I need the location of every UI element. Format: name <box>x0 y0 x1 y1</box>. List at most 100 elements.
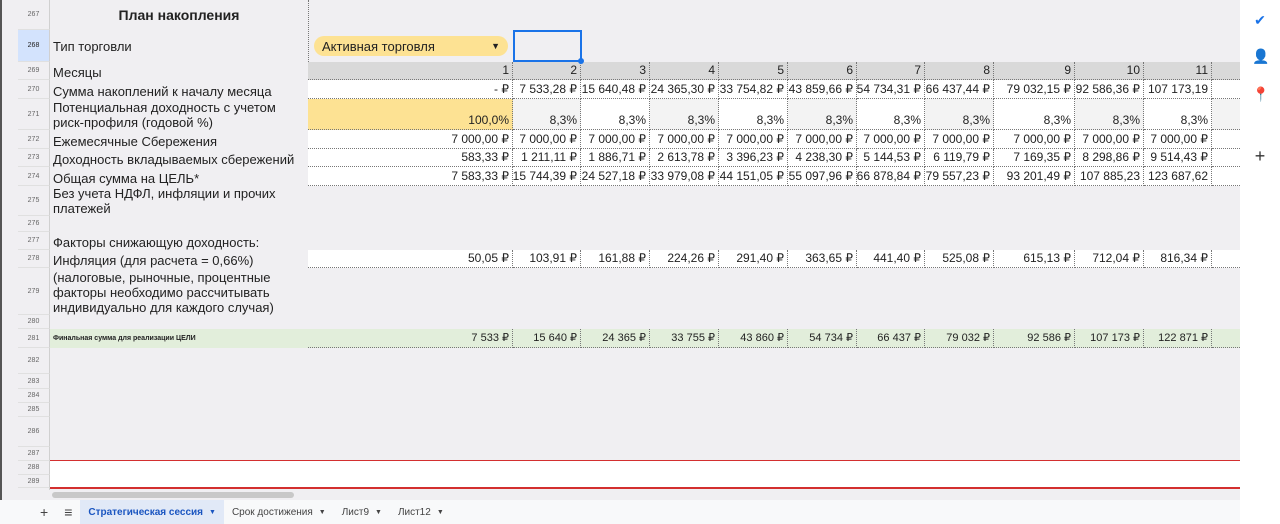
row-header[interactable]: 271 <box>18 99 50 130</box>
horizontal-scrollbar[interactable] <box>52 492 294 498</box>
cell-months[interactable]: 11 <box>1144 62 1212 80</box>
row-header[interactable]: 286 <box>18 417 50 447</box>
chevron-down-icon[interactable]: ▼ <box>318 508 326 516</box>
cell-months[interactable]: 4 <box>650 62 719 80</box>
all-sheets-menu-button[interactable]: ≡ <box>64 504 73 520</box>
row-header[interactable]: 285 <box>18 403 50 417</box>
tasks-icon[interactable]: ✔ <box>1254 12 1266 28</box>
cell-final[interactable]: 43 860 ₽ <box>719 329 788 348</box>
cell-yield[interactable]: 8,3% <box>994 99 1075 130</box>
cell-yield[interactable] <box>1212 99 1240 130</box>
cell-inflation[interactable]: 224,26 ₽ <box>650 250 719 268</box>
chevron-down-icon[interactable]: ▼ <box>375 508 382 516</box>
cell-yield[interactable]: 8,3% <box>719 99 788 130</box>
cell-final[interactable]: 66 437 ₽ <box>857 329 925 348</box>
cell-total_goal[interactable]: 44 151,05 ₽ <box>719 167 788 186</box>
row-header[interactable]: 283 <box>18 374 50 389</box>
cell-months[interactable]: 1 <box>308 62 513 80</box>
row-header[interactable]: 269 <box>18 62 50 80</box>
cell-savings_yield[interactable]: 4 238,30 ₽ <box>788 149 857 167</box>
row-header[interactable]: 281 <box>18 329 50 348</box>
cell-total_goal[interactable]: 7 583,33 ₽ <box>308 167 513 186</box>
chevron-down-icon[interactable]: ▼ <box>436 508 444 516</box>
cell-yield[interactable]: 8,3% <box>925 99 994 130</box>
contacts-icon[interactable]: 👤 <box>1252 48 1270 64</box>
row-header[interactable]: 287 <box>18 447 50 461</box>
cell-yield[interactable]: 8,3% <box>1144 99 1212 130</box>
row-header[interactable]: 267 <box>18 0 50 30</box>
cell-months[interactable]: 2 <box>513 62 581 80</box>
cell-start_sum[interactable]: 107 173,19 <box>1144 80 1212 99</box>
chevron-down-icon[interactable]: ▼ <box>209 508 216 516</box>
cell-start_sum[interactable]: 7 533,28 ₽ <box>513 80 581 99</box>
row-header[interactable]: 275 <box>18 186 50 216</box>
row-header[interactable]: 273 <box>18 149 50 167</box>
row-header[interactable]: 270 <box>18 80 50 99</box>
cell-total_goal[interactable]: 79 557,23 ₽ <box>925 167 994 186</box>
cell-months[interactable]: 3 <box>581 62 650 80</box>
cell-yield[interactable]: 8,3% <box>788 99 857 130</box>
cell-total_goal[interactable]: 33 979,08 ₽ <box>650 167 719 186</box>
cell-inflation[interactable]: 291,40 ₽ <box>719 250 788 268</box>
spreadsheet-grid[interactable]: 267 268 269 270 271 272 273 274 275 276 277 278 279 2… <box>18 0 1240 490</box>
cell-monthly_savings[interactable]: 7 000,00 ₽ <box>581 130 650 149</box>
cell-final[interactable]: 92 586 ₽ <box>994 329 1075 348</box>
row-header[interactable]: 290 <box>18 488 50 490</box>
cell-yield[interactable]: 100,0% <box>308 99 513 130</box>
cell-start_sum[interactable]: 43 859,66 ₽ <box>788 80 857 99</box>
cell-total_goal[interactable]: 14 <box>1212 167 1240 186</box>
cell-total_goal[interactable]: 24 527,18 ₽ <box>581 167 650 186</box>
trade-type-dropdown[interactable]: Активная торговля ▼ <box>314 36 508 56</box>
cell-start_sum[interactable]: 92 586,36 ₽ <box>1075 80 1144 99</box>
cell-monthly_savings[interactable]: 7 000,00 ₽ <box>925 130 994 149</box>
cell-start_sum[interactable]: 66 437,44 ₽ <box>925 80 994 99</box>
cell-inflation[interactable]: 161,88 ₽ <box>581 250 650 268</box>
row-header[interactable]: 288 <box>18 461 50 475</box>
cell-savings_yield[interactable]: 1 211,11 ₽ <box>513 149 581 167</box>
cell-start_sum[interactable]: 54 734,31 ₽ <box>857 80 925 99</box>
cell-yield[interactable]: 8,3% <box>857 99 925 130</box>
cell-final[interactable]: 107 173 ₽ <box>1075 329 1144 348</box>
cell-months[interactable]: 9 <box>994 62 1075 80</box>
cell-start_sum[interactable]: 12 <box>1212 80 1240 99</box>
sheet-tab[interactable]: Срок достижения ▼ <box>224 500 334 524</box>
cell-months[interactable]: 8 <box>925 62 994 80</box>
cell-start_sum[interactable]: 33 754,82 ₽ <box>719 80 788 99</box>
row-header[interactable]: 272 <box>18 130 50 149</box>
cell-savings_yield[interactable]: 2 613,78 ₽ <box>650 149 719 167</box>
cell-total_goal[interactable]: 123 687,62 <box>1144 167 1212 186</box>
cell-inflation[interactable]: 50,05 ₽ <box>308 250 513 268</box>
cell-months[interactable]: 6 <box>788 62 857 80</box>
cell-total_goal[interactable]: 66 878,84 ₽ <box>857 167 925 186</box>
cell-inflation[interactable]: 615,13 ₽ <box>994 250 1075 268</box>
cell-inflation[interactable]: 441,40 ₽ <box>857 250 925 268</box>
cell-savings_yield[interactable]: 3 396,23 ₽ <box>719 149 788 167</box>
cell-inflation[interactable]: 103,91 ₽ <box>513 250 581 268</box>
cell-monthly_savings[interactable]: 7 000,00 ₽ <box>788 130 857 149</box>
row-header[interactable]: 277 <box>18 232 50 250</box>
row-header[interactable]: 280 <box>18 315 50 329</box>
sheet-tab[interactable]: Стратегическая сессия ▼ <box>80 500 224 524</box>
cell-monthly_savings[interactable]: 7 000,00 ₽ <box>308 130 513 149</box>
row-header[interactable]: 268 <box>18 30 50 62</box>
cell-yield[interactable]: 8,3% <box>581 99 650 130</box>
cell-months[interactable]: 7 <box>857 62 925 80</box>
cell-yield[interactable]: 8,3% <box>650 99 719 130</box>
cell-months[interactable]: 10 <box>1075 62 1144 80</box>
cell-inflation[interactable]: 525,08 ₽ <box>925 250 994 268</box>
cell-savings_yield[interactable]: 8 298,86 ₽ <box>1075 149 1144 167</box>
cell-yield[interactable]: 8,3% <box>513 99 581 130</box>
cell-final[interactable]: 79 032 ₽ <box>925 329 994 348</box>
row-header[interactable]: 289 <box>18 475 50 488</box>
cell-total_goal[interactable]: 107 885,23 <box>1075 167 1144 186</box>
cell-savings_yield[interactable]: 9 514,43 ₽ <box>1144 149 1212 167</box>
row-header[interactable]: 274 <box>18 167 50 186</box>
cell-start_sum[interactable]: 24 365,30 ₽ <box>650 80 719 99</box>
sheet-tab[interactable]: Лист9 ▼ <box>334 500 390 524</box>
cell-total_goal[interactable]: 55 097,96 ₽ <box>788 167 857 186</box>
cell-start_sum[interactable]: - ₽ <box>308 80 513 99</box>
cell-months[interactable]: 5 <box>719 62 788 80</box>
selected-cell[interactable] <box>513 30 584 64</box>
cell-inflation[interactable]: 363,65 ₽ <box>788 250 857 268</box>
cell-savings_yield[interactable]: 5 144,53 ₽ <box>857 149 925 167</box>
